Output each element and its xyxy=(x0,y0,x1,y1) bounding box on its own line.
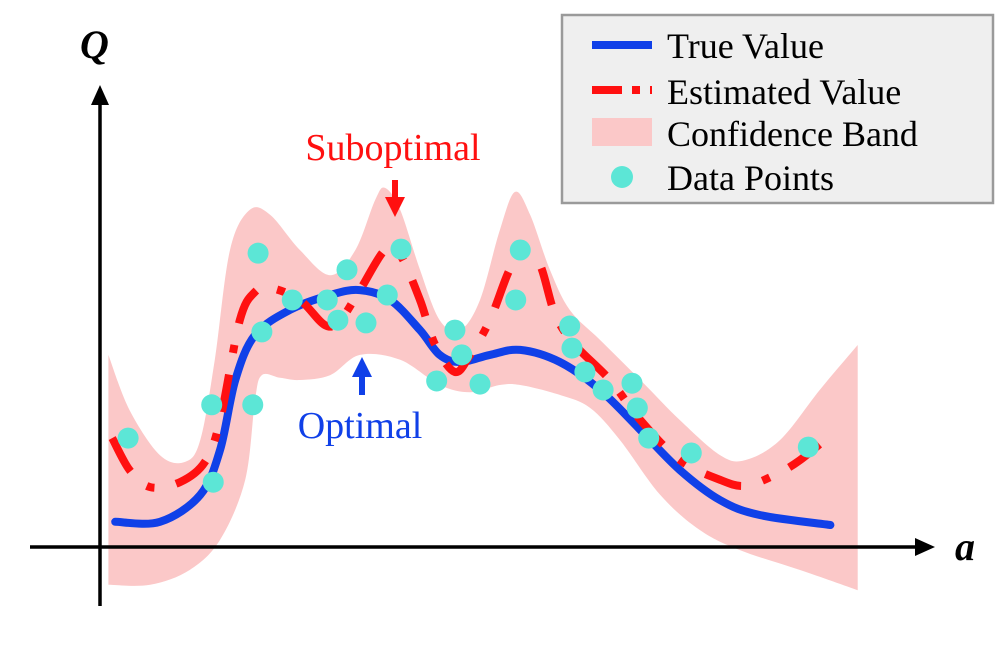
data-point xyxy=(505,289,527,311)
data-point xyxy=(201,394,223,416)
legend-data-points: Data Points xyxy=(667,158,834,198)
data-point xyxy=(638,427,660,449)
data-point xyxy=(680,442,702,464)
data-point xyxy=(316,289,338,311)
x-axis-arrow-icon xyxy=(915,538,935,556)
data-point xyxy=(451,344,473,366)
suboptimal-label: Suboptimal xyxy=(305,127,480,169)
legend-estimated-value: Estimated Value xyxy=(667,72,901,112)
data-point xyxy=(621,372,643,394)
suboptimal-arrow-icon xyxy=(385,197,405,217)
data-point xyxy=(561,337,583,359)
data-point xyxy=(247,242,269,264)
data-point xyxy=(242,394,264,416)
y-axis-arrow-icon xyxy=(91,85,109,105)
optimal-arrow-icon xyxy=(352,357,372,377)
data-point xyxy=(426,370,448,392)
legend: True Value Estimated Value Confidence Ba… xyxy=(560,13,995,205)
legend-confidence-band-swatch xyxy=(592,118,652,146)
data-point xyxy=(327,309,349,331)
data-point xyxy=(251,321,273,343)
data-point xyxy=(336,259,358,281)
x-axis-label: a xyxy=(955,524,975,569)
legend-confidence-band: Confidence Band xyxy=(667,114,918,154)
data-point xyxy=(117,427,139,449)
data-point xyxy=(355,312,377,334)
data-points xyxy=(117,238,819,493)
estimated-value-line xyxy=(108,242,833,492)
data-point xyxy=(202,471,224,493)
legend-true-value: True Value xyxy=(667,26,824,66)
data-point xyxy=(469,373,491,395)
legend-data-points-swatch xyxy=(611,166,633,188)
data-point xyxy=(592,379,614,401)
data-point xyxy=(444,319,466,341)
data-point xyxy=(376,284,398,306)
optimal-label: Optimal xyxy=(298,405,423,447)
data-point xyxy=(626,397,648,419)
y-axis-label: Q xyxy=(80,22,109,67)
data-point xyxy=(390,238,412,260)
data-point xyxy=(797,436,819,458)
data-point xyxy=(509,239,531,261)
data-point xyxy=(574,361,596,383)
data-point xyxy=(281,289,303,311)
data-point xyxy=(559,315,581,337)
